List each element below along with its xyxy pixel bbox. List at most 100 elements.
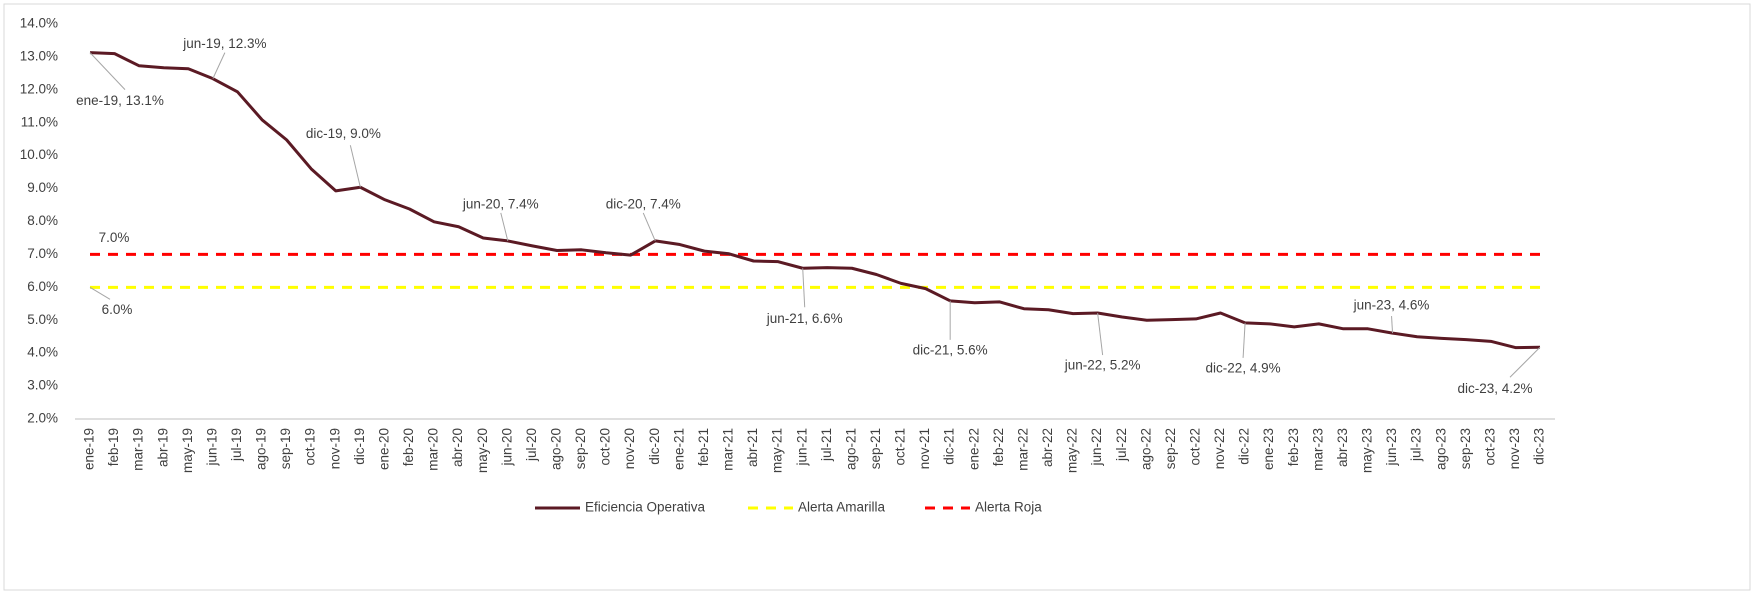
data-label: jun-20, 7.4% xyxy=(462,196,539,211)
x-tick-label: mar-19 xyxy=(131,428,146,471)
data-label: ene-19, 13.1% xyxy=(76,93,164,108)
x-tick-label: jul-22 xyxy=(1114,428,1129,462)
chart-frame xyxy=(3,3,1751,591)
x-tick-label: sep-21 xyxy=(868,428,883,469)
x-tick-label: dic-22 xyxy=(1237,428,1252,465)
y-tick-label: 6.0% xyxy=(27,279,58,294)
x-tick-label: may-23 xyxy=(1360,428,1375,473)
y-tick-label: 10.0% xyxy=(20,147,58,162)
x-tick-label: ago-20 xyxy=(549,428,564,470)
x-tick-label: jun-19 xyxy=(204,428,219,467)
x-tick-label: may-20 xyxy=(475,428,490,473)
x-tick-label: ago-21 xyxy=(843,428,858,470)
leader-line xyxy=(212,52,226,79)
legend-label: Eficiencia Operativa xyxy=(585,500,706,515)
x-tick-label: mar-23 xyxy=(1310,428,1325,471)
x-tick-label: jun-23 xyxy=(1384,428,1399,467)
x-tick-label: feb-22 xyxy=(991,428,1006,466)
x-tick-label: nov-19 xyxy=(327,428,342,469)
x-tick-label: nov-22 xyxy=(1212,428,1227,469)
data-label: 7.0% xyxy=(99,230,130,245)
leader-line xyxy=(1391,316,1394,334)
legend-label: Alerta Amarilla xyxy=(798,500,886,515)
y-tick-label: 14.0% xyxy=(20,16,58,31)
leader-line xyxy=(1242,322,1246,358)
x-tick-label: feb-21 xyxy=(696,428,711,466)
data-label: jun-19, 12.3% xyxy=(182,36,266,51)
x-tick-label: mar-21 xyxy=(721,428,736,471)
data-label: dic-20, 7.4% xyxy=(606,196,681,211)
x-tick-label: mar-20 xyxy=(426,428,441,471)
x-tick-label: dic-21 xyxy=(942,428,957,465)
x-tick-label: jun-22 xyxy=(1089,428,1104,467)
data-label: dic-21, 5.6% xyxy=(913,342,988,357)
x-tick-label: sep-20 xyxy=(573,428,588,469)
x-tick-label: abr-19 xyxy=(155,428,170,467)
x-tick-label: ago-22 xyxy=(1138,428,1153,470)
data-label: dic-19, 9.0% xyxy=(306,126,381,141)
x-tick-label: jun-21 xyxy=(794,428,809,467)
leader-line xyxy=(1509,346,1541,378)
x-tick-label: ene-23 xyxy=(1261,428,1276,470)
y-tick-label: 13.0% xyxy=(20,48,58,63)
x-tick-label: may-21 xyxy=(770,428,785,473)
x-tick-label: abr-21 xyxy=(745,428,760,467)
x-tick-label: nov-23 xyxy=(1507,428,1522,469)
y-tick-label: 8.0% xyxy=(27,213,58,228)
y-tick-label: 12.0% xyxy=(20,81,58,96)
y-tick-label: 5.0% xyxy=(27,312,58,327)
leader-line xyxy=(89,286,111,300)
data-label: dic-22, 4.9% xyxy=(1206,360,1281,375)
x-tick-label: dic-19 xyxy=(352,428,367,465)
x-tick-label: dic-23 xyxy=(1532,428,1547,465)
x-tick-label: jul-20 xyxy=(524,428,539,462)
x-tick-label: ene-22 xyxy=(966,428,981,470)
x-tick-label: mar-22 xyxy=(1015,428,1030,471)
leader-line xyxy=(802,268,806,308)
x-tick-label: feb-23 xyxy=(1286,428,1301,466)
leader-line xyxy=(1097,312,1104,356)
y-tick-label: 4.0% xyxy=(27,345,58,360)
x-tick-label: ago-23 xyxy=(1433,428,1448,470)
y-tick-label: 3.0% xyxy=(27,378,58,393)
x-tick-label: nov-20 xyxy=(622,428,637,469)
leader-line xyxy=(349,145,361,188)
y-tick-label: 9.0% xyxy=(27,180,58,195)
x-tick-label: dic-20 xyxy=(647,428,662,465)
x-tick-label: oct-21 xyxy=(893,428,908,466)
x-tick-label: nov-21 xyxy=(917,428,932,469)
y-tick-label: 11.0% xyxy=(21,114,58,129)
legend-label: Alerta Roja xyxy=(975,500,1042,515)
x-tick-label: feb-20 xyxy=(401,428,416,466)
leader-line xyxy=(642,212,656,242)
data-label: 6.0% xyxy=(102,302,133,317)
x-tick-label: oct-20 xyxy=(598,428,613,466)
x-tick-label: ene-21 xyxy=(671,428,686,470)
x-tick-label: may-22 xyxy=(1065,428,1080,473)
x-tick-label: oct-23 xyxy=(1482,428,1497,466)
x-tick-label: sep-22 xyxy=(1163,428,1178,469)
x-tick-label: abr-22 xyxy=(1040,428,1055,467)
data-label: jun-23, 4.6% xyxy=(1353,298,1430,313)
x-tick-label: oct-19 xyxy=(303,428,318,466)
x-tick-label: sep-23 xyxy=(1458,428,1473,469)
data-label: jun-21, 6.6% xyxy=(766,311,843,326)
x-tick-label: sep-19 xyxy=(278,428,293,469)
x-tick-label: ene-20 xyxy=(376,428,391,470)
x-tick-label: jun-20 xyxy=(499,428,514,467)
x-tick-label: jul-21 xyxy=(819,428,834,462)
leader-line xyxy=(500,212,509,242)
x-tick-label: feb-19 xyxy=(106,428,121,466)
x-tick-label: jul-23 xyxy=(1409,428,1424,462)
x-tick-label: abr-23 xyxy=(1335,428,1350,467)
y-tick-label: 7.0% xyxy=(27,246,58,261)
y-tick-label: 2.0% xyxy=(27,411,58,426)
x-tick-label: oct-22 xyxy=(1187,428,1202,466)
x-tick-label: abr-20 xyxy=(450,428,465,467)
x-tick-label: jul-19 xyxy=(229,428,244,462)
x-tick-label: may-19 xyxy=(180,428,195,473)
series-line xyxy=(89,51,1541,350)
data-label: dic-23, 4.2% xyxy=(1457,381,1532,396)
data-label: jun-22, 5.2% xyxy=(1064,358,1141,373)
